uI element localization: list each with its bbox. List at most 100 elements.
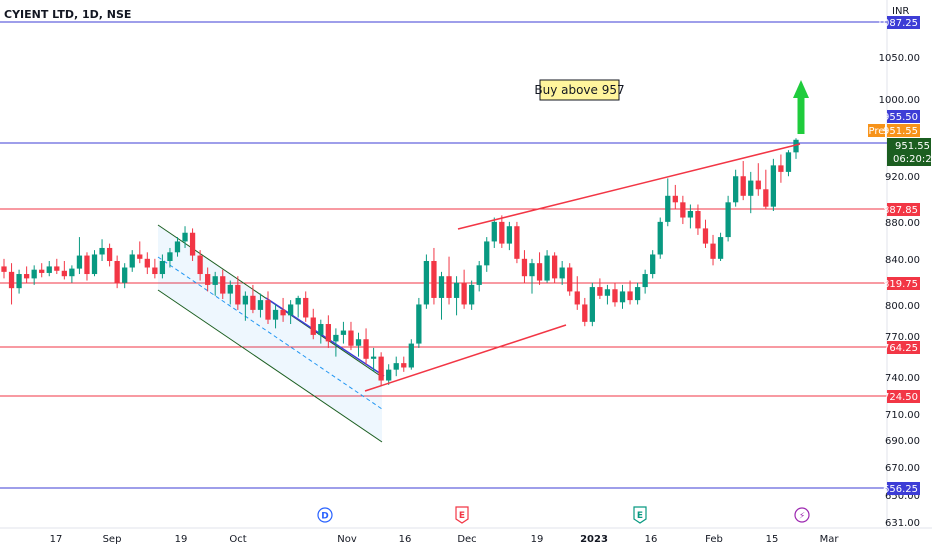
candle-body[interactable] <box>604 289 611 296</box>
candle-body[interactable] <box>567 267 573 292</box>
candle-body[interactable] <box>235 284 241 305</box>
wedge-upper-line[interactable] <box>457 143 801 230</box>
candle-body[interactable] <box>242 295 249 305</box>
candle-body[interactable] <box>295 297 301 305</box>
candle-body[interactable] <box>574 291 580 305</box>
earnings-event-marker-green[interactable]: E <box>633 506 647 524</box>
candle-body[interactable] <box>559 267 565 279</box>
candle-body[interactable] <box>657 221 663 255</box>
candle-body[interactable] <box>529 263 535 277</box>
candle-body[interactable] <box>84 255 90 275</box>
candle-body[interactable] <box>680 202 686 218</box>
candle-body[interactable] <box>205 274 211 285</box>
candle-body[interactable] <box>386 369 392 381</box>
candle-body[interactable] <box>287 304 294 316</box>
wedge-lower-line[interactable] <box>364 324 567 392</box>
candle-body[interactable] <box>536 263 543 281</box>
candle-body[interactable] <box>122 267 128 283</box>
candle-body[interactable] <box>46 266 52 273</box>
candle-body[interactable] <box>393 363 399 370</box>
candle-body[interactable] <box>280 309 286 316</box>
candle-body[interactable] <box>476 265 482 285</box>
candle-body[interactable] <box>431 260 437 298</box>
candle-body[interactable] <box>499 221 505 244</box>
candle-body[interactable] <box>438 276 445 298</box>
candle-body[interactable] <box>212 276 218 285</box>
split-event-marker[interactable]: ⚡ <box>794 507 810 523</box>
candle-body[interactable] <box>250 295 256 310</box>
candle-body[interactable] <box>227 284 233 294</box>
candle-body[interactable] <box>612 289 618 303</box>
candle-body[interactable] <box>582 304 588 322</box>
candle-body[interactable] <box>189 232 196 256</box>
candle-body[interactable] <box>491 221 497 242</box>
candle-body[interactable] <box>106 247 113 261</box>
candle-body[interactable] <box>129 254 135 268</box>
candle-body[interactable] <box>265 300 271 320</box>
candle-body[interactable] <box>521 258 528 277</box>
candle-body[interactable] <box>16 274 22 289</box>
dividend-event-marker[interactable]: D <box>317 507 333 523</box>
candle-body[interactable] <box>340 330 347 335</box>
candle-body[interactable] <box>370 356 377 359</box>
candle-body[interactable] <box>416 304 422 344</box>
candle-body[interactable] <box>76 255 83 269</box>
candle-body[interactable] <box>272 309 279 320</box>
channel-lower-line[interactable] <box>157 289 383 443</box>
candle-body[interactable] <box>695 211 701 229</box>
candle-body[interactable] <box>69 268 75 277</box>
candle-body[interactable] <box>159 260 166 275</box>
candle-body[interactable] <box>453 282 460 298</box>
candle-body[interactable] <box>333 334 339 342</box>
candle-body[interactable] <box>114 260 120 283</box>
candle-body[interactable] <box>634 287 641 301</box>
candle-body[interactable] <box>91 254 98 275</box>
candle-body[interactable] <box>137 254 143 259</box>
candle-body[interactable] <box>378 356 384 381</box>
candle-body[interactable] <box>348 330 354 346</box>
candle-body[interactable] <box>461 282 467 305</box>
candle-body[interactable] <box>303 297 309 318</box>
earnings-event-marker-red[interactable]: E <box>455 506 469 524</box>
candle-body[interactable] <box>763 189 769 207</box>
candle-body[interactable] <box>672 195 678 203</box>
candle-body[interactable] <box>627 291 633 301</box>
candle-body[interactable] <box>8 271 15 289</box>
candle-body[interactable] <box>755 180 761 190</box>
candle-body[interactable] <box>174 241 181 253</box>
candle-body[interactable] <box>650 254 656 275</box>
candle-body[interactable] <box>318 324 324 335</box>
candle-body[interactable] <box>642 274 648 288</box>
buy-note-box[interactable] <box>539 79 620 101</box>
candle-body[interactable] <box>54 266 60 271</box>
candle-body[interactable] <box>740 176 746 196</box>
candle-body[interactable] <box>99 247 105 255</box>
candle-body[interactable] <box>182 232 188 242</box>
candle-body[interactable] <box>39 269 45 273</box>
candle-body[interactable] <box>152 267 158 275</box>
candle-body[interactable] <box>408 343 414 368</box>
candle-body[interactable] <box>61 270 67 277</box>
candle-body[interactable] <box>710 243 716 259</box>
candle-body[interactable] <box>725 202 731 238</box>
candle-body[interactable] <box>665 195 671 222</box>
candle-body[interactable] <box>785 152 792 172</box>
candle-body[interactable] <box>717 237 724 259</box>
candle-body[interactable] <box>748 180 754 196</box>
candle-body[interactable] <box>31 269 37 279</box>
candle-body[interactable] <box>325 324 331 342</box>
candle-body[interactable] <box>257 300 264 310</box>
candle-body[interactable] <box>484 241 490 266</box>
candle-body[interactable] <box>544 255 550 281</box>
candle-body[interactable] <box>770 165 777 207</box>
candle-body[interactable] <box>551 255 558 279</box>
candle-body[interactable] <box>597 287 603 296</box>
candle-body[interactable] <box>220 276 226 294</box>
candle-body[interactable] <box>506 226 513 244</box>
candle-body[interactable] <box>619 291 626 303</box>
candle-body[interactable] <box>589 287 595 322</box>
candle-body[interactable] <box>310 317 316 335</box>
candle-body[interactable] <box>702 228 709 244</box>
candle-body[interactable] <box>167 252 173 261</box>
candle-body[interactable] <box>446 276 452 298</box>
